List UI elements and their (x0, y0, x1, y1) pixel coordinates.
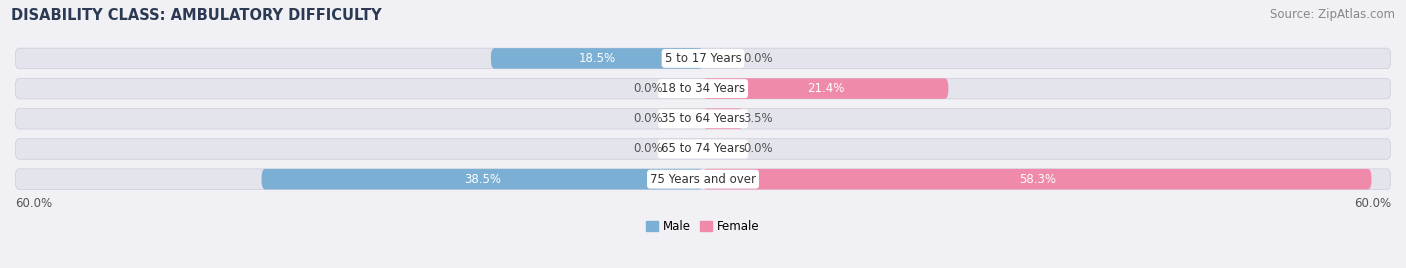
Text: 18.5%: 18.5% (578, 52, 616, 65)
FancyBboxPatch shape (15, 78, 1391, 99)
Legend: Male, Female: Male, Female (647, 220, 759, 233)
Text: 38.5%: 38.5% (464, 173, 501, 186)
Text: 0.0%: 0.0% (633, 112, 662, 125)
Text: 35 to 64 Years: 35 to 64 Years (661, 112, 745, 125)
Text: 3.5%: 3.5% (744, 112, 773, 125)
Text: 21.4%: 21.4% (807, 82, 845, 95)
FancyBboxPatch shape (703, 109, 744, 129)
Text: 0.0%: 0.0% (633, 82, 662, 95)
FancyBboxPatch shape (15, 169, 1391, 189)
Text: 60.0%: 60.0% (1354, 197, 1391, 210)
Text: 60.0%: 60.0% (15, 197, 52, 210)
Text: 0.0%: 0.0% (744, 143, 773, 155)
FancyBboxPatch shape (15, 48, 1391, 69)
Text: 0.0%: 0.0% (633, 143, 662, 155)
Text: 65 to 74 Years: 65 to 74 Years (661, 143, 745, 155)
FancyBboxPatch shape (15, 109, 1391, 129)
FancyBboxPatch shape (703, 78, 949, 99)
FancyBboxPatch shape (15, 139, 1391, 159)
FancyBboxPatch shape (703, 169, 1371, 189)
Text: Source: ZipAtlas.com: Source: ZipAtlas.com (1270, 8, 1395, 21)
Text: DISABILITY CLASS: AMBULATORY DIFFICULTY: DISABILITY CLASS: AMBULATORY DIFFICULTY (11, 8, 382, 23)
FancyBboxPatch shape (262, 169, 703, 189)
Text: 0.0%: 0.0% (744, 52, 773, 65)
Text: 5 to 17 Years: 5 to 17 Years (665, 52, 741, 65)
Text: 75 Years and over: 75 Years and over (650, 173, 756, 186)
Text: 58.3%: 58.3% (1019, 173, 1056, 186)
FancyBboxPatch shape (491, 48, 703, 69)
Text: 18 to 34 Years: 18 to 34 Years (661, 82, 745, 95)
